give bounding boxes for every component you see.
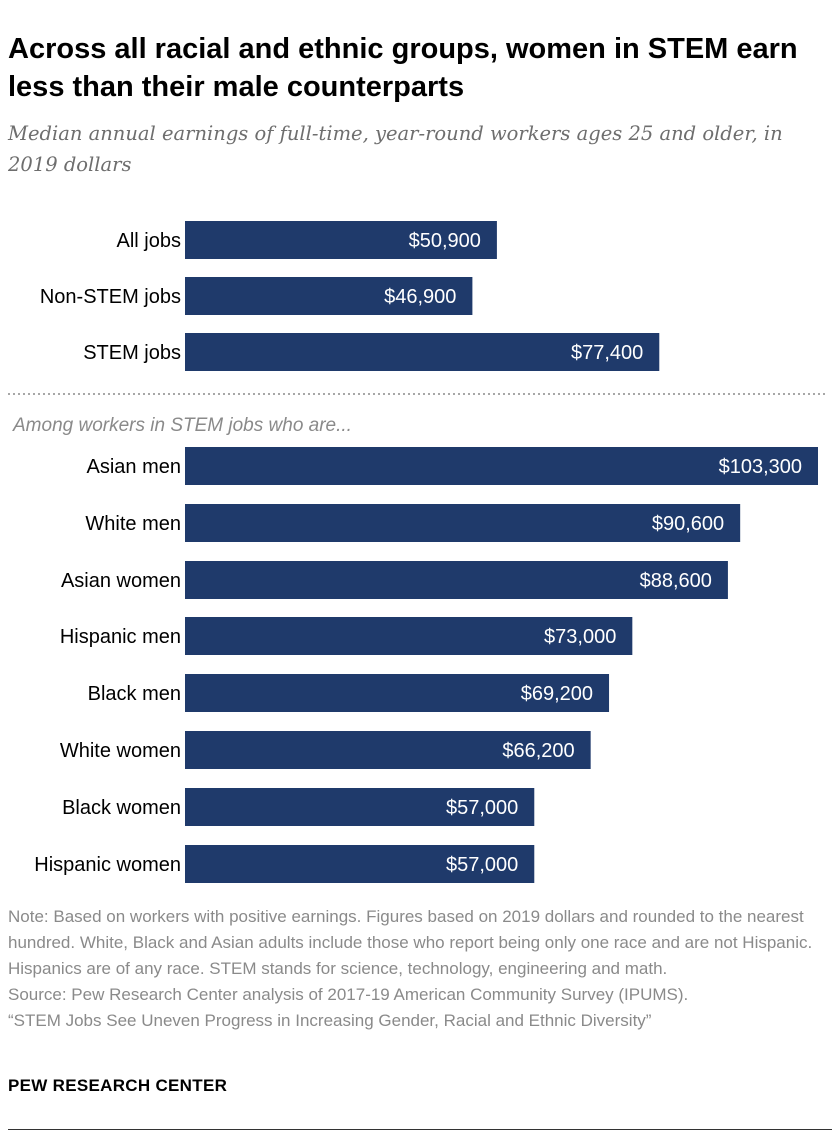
bar-label-black-women: Black women xyxy=(62,797,181,819)
bar-asian-men xyxy=(185,447,818,485)
bar-non-stem-jobs xyxy=(185,277,473,315)
bar-label-white-women: White women xyxy=(60,740,181,762)
brand-logo-text: PEW RESEARCH CENTER xyxy=(8,1076,228,1095)
bar-label-white-men: White men xyxy=(85,513,181,535)
section-label: Among workers in STEM jobs who are... xyxy=(12,415,352,436)
note-text: Note: Based on workers with positive ear… xyxy=(8,907,813,978)
bar-hispanic-women xyxy=(185,845,535,883)
bar-value-all-jobs: $50,900 xyxy=(409,230,481,252)
bar-label-hispanic-women: Hispanic women xyxy=(34,854,181,876)
bar-black-women xyxy=(185,788,535,826)
bar-value-white-women: $66,200 xyxy=(502,740,574,762)
bar-value-hispanic-men: $73,000 xyxy=(544,626,616,648)
bar-value-hispanic-women: $57,000 xyxy=(446,854,518,876)
bar-label-asian-men: Asian men xyxy=(87,456,182,478)
bar-label-stem-jobs: STEM jobs xyxy=(83,342,181,364)
bar-value-asian-women: $88,600 xyxy=(640,570,712,592)
earnings-bar-chart: All jobs $50,900 Non-STEM jobs $46,900 STEM … xyxy=(8,221,826,883)
chart-subtitle: Median annual earnings of full-time, yea… xyxy=(8,122,783,176)
bar-hispanic-men xyxy=(185,617,633,655)
bar-all-jobs xyxy=(185,221,497,259)
bar-label-non-stem-jobs: Non-STEM jobs xyxy=(40,286,181,308)
bar-label-hispanic-men: Hispanic men xyxy=(60,626,181,648)
source-text: Source: Pew Research Center analysis of … xyxy=(8,985,689,1004)
bar-value-black-women: $57,000 xyxy=(446,797,518,819)
chart-notes: Note: Based on workers with positive ear… xyxy=(8,904,836,1034)
bar-white-men xyxy=(185,504,741,542)
report-title: “STEM Jobs See Uneven Progress in Increa… xyxy=(8,1011,652,1030)
bar-value-black-men: $69,200 xyxy=(521,683,593,705)
bar-label-all-jobs: All jobs xyxy=(117,230,181,252)
bar-value-non-stem-jobs: $46,900 xyxy=(384,286,456,308)
bar-label-asian-women: Asian women xyxy=(61,570,181,592)
bar-value-asian-men: $103,300 xyxy=(719,456,802,478)
bottom-rule xyxy=(8,1129,832,1130)
chart-title: Across all racial and ethnic groups, wom… xyxy=(8,33,798,103)
bar-stem-jobs xyxy=(185,333,660,371)
bar-value-white-men: $90,600 xyxy=(652,513,724,535)
bar-black-men xyxy=(185,674,610,712)
bar-value-stem-jobs: $77,400 xyxy=(571,342,643,364)
bar-asian-women xyxy=(185,561,728,599)
bar-white-women xyxy=(185,731,591,769)
bar-label-black-men: Black men xyxy=(88,683,181,705)
